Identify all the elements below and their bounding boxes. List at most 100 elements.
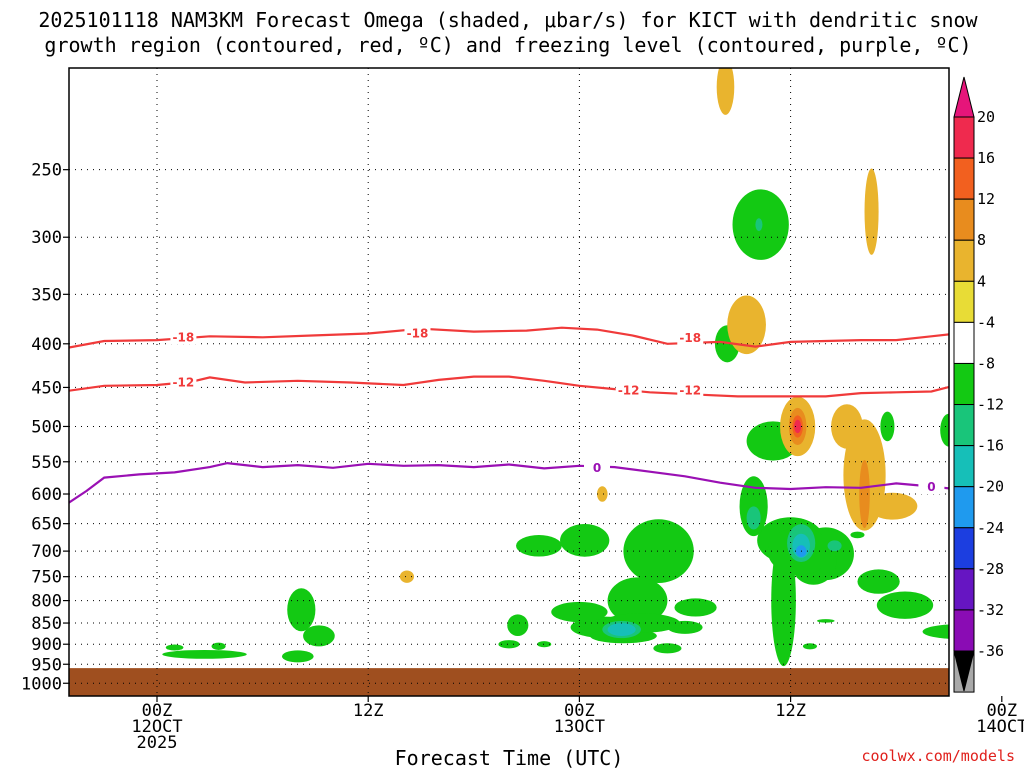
omega-cell bbox=[674, 598, 717, 617]
colorbar-swatch bbox=[953, 609, 975, 652]
colorbar-label: 4 bbox=[977, 272, 986, 290]
x-tick-label: 00Z bbox=[986, 701, 1017, 721]
colorbar-swatch bbox=[953, 116, 975, 159]
omega-cell bbox=[165, 644, 184, 651]
colorbar-label: -32 bbox=[977, 601, 1004, 619]
omega-cell bbox=[859, 459, 870, 529]
contour-label-bg bbox=[677, 382, 704, 398]
contour-label-bg bbox=[170, 374, 197, 390]
y-tick-label: 900 bbox=[31, 635, 62, 655]
colorbar-swatch bbox=[953, 404, 975, 447]
omega-cell bbox=[922, 624, 949, 639]
colorbar-swatch bbox=[953, 198, 975, 241]
omega-cell bbox=[281, 650, 314, 663]
colorbar-label: -4 bbox=[977, 313, 995, 331]
omega-cell bbox=[597, 486, 608, 502]
plot-frame bbox=[68, 67, 950, 697]
y-tick-label: 850 bbox=[31, 614, 62, 634]
omega-colorbar: 20 16 12 8 4 -4 -8 -12 -16 -20 -24 -28 -32 -36 bbox=[953, 76, 1004, 693]
omega-shading bbox=[162, 68, 1024, 667]
omega-cell bbox=[537, 641, 552, 648]
y-tick-label: 950 bbox=[31, 655, 62, 675]
y-tick-label: 400 bbox=[31, 335, 62, 355]
chart-title-line-2: growth region (contoured, red, ºC) and f… bbox=[44, 33, 971, 57]
colorbar-swatch bbox=[953, 445, 975, 488]
colorbar-label: 12 bbox=[977, 190, 995, 208]
omega-cell bbox=[739, 476, 768, 537]
contour-label: 0 bbox=[593, 461, 601, 475]
omega-cell bbox=[850, 531, 865, 539]
contour-label: -18 bbox=[679, 331, 701, 345]
omega-cell bbox=[755, 218, 763, 232]
omega-cell bbox=[399, 570, 414, 583]
omega-cell bbox=[162, 649, 247, 659]
colorbar-label: -28 bbox=[977, 560, 1004, 578]
colorbar-label: -8 bbox=[977, 354, 995, 372]
omega-cell bbox=[507, 614, 529, 637]
colorbar-swatch bbox=[953, 239, 975, 282]
contour-label-bg bbox=[584, 459, 610, 475]
contour-label-bg bbox=[677, 330, 704, 346]
omega-cell bbox=[979, 536, 990, 550]
colorbar-swatch bbox=[953, 362, 975, 406]
omega-cell bbox=[864, 168, 879, 255]
contour-line bbox=[69, 375, 949, 398]
x-tick-label: 12OCT bbox=[131, 717, 182, 737]
x-axis-label: Forecast Time (UTC) bbox=[395, 746, 624, 768]
x-tick-label: 2025 bbox=[137, 733, 178, 753]
colorbar-label: 20 bbox=[977, 108, 995, 126]
contour-label: 0 bbox=[927, 480, 935, 494]
colorbar-label: -36 bbox=[977, 642, 1004, 660]
colorbar-swatch bbox=[953, 321, 975, 364]
y-tick-label: 750 bbox=[31, 568, 62, 588]
colorbar-label: 16 bbox=[977, 149, 995, 167]
colorbar-label: -12 bbox=[977, 396, 1004, 414]
y-tick-label: 500 bbox=[31, 417, 62, 437]
colorbar-label: -20 bbox=[977, 478, 1004, 496]
omega-cell bbox=[746, 506, 761, 530]
x-tick-label: 00Z bbox=[564, 701, 595, 721]
contour-label-bg bbox=[404, 325, 431, 341]
y-tick-label: 350 bbox=[31, 285, 62, 305]
contour-label-bg bbox=[170, 329, 197, 345]
x-tick-label: 13OCT bbox=[554, 717, 605, 737]
omega-cell bbox=[876, 591, 934, 619]
contour-label: -12 bbox=[679, 384, 701, 398]
y-tick-label: 1000 bbox=[21, 674, 62, 694]
y-tick-label: 700 bbox=[31, 542, 62, 562]
contour-label-bg bbox=[615, 382, 642, 398]
x-tick-label: 12Z bbox=[353, 701, 384, 721]
omega-cell bbox=[607, 577, 668, 624]
colorbar-swatch bbox=[953, 157, 975, 200]
y-tick-label: 600 bbox=[31, 485, 62, 505]
omega-cell bbox=[607, 623, 636, 636]
omega-cell bbox=[727, 295, 766, 355]
omega-cell bbox=[868, 492, 918, 520]
ground-surface bbox=[69, 668, 949, 696]
y-tick-label: 800 bbox=[31, 592, 62, 612]
omega-cell bbox=[211, 642, 226, 650]
temperature-contours: -18 -18 -18 -12 -12 -12 0 0 bbox=[69, 325, 949, 504]
colorbar-swatch bbox=[953, 280, 975, 323]
omega-cell bbox=[880, 411, 895, 442]
omega-cell bbox=[287, 588, 316, 632]
y-tick-label: 450 bbox=[31, 378, 62, 398]
omega-cell bbox=[1011, 535, 1024, 577]
contour-label: -12 bbox=[618, 384, 640, 398]
y-tick-label: 550 bbox=[31, 453, 62, 473]
omega-cell bbox=[560, 524, 610, 557]
contour-line bbox=[69, 326, 949, 349]
omega-cell bbox=[498, 640, 520, 649]
colorbar-label: -24 bbox=[977, 519, 1004, 537]
colorbar-top-triangle bbox=[953, 76, 975, 118]
chart-title-line-1: 2025101118 NAM3KM Forecast Omega (shaded… bbox=[38, 8, 978, 32]
omega-cell bbox=[303, 625, 335, 647]
colorbar-label: 8 bbox=[977, 231, 986, 249]
colorbar-bottom-triangle bbox=[953, 650, 975, 692]
omega-cell bbox=[516, 535, 562, 557]
omega-cell bbox=[667, 620, 703, 634]
omega-cell bbox=[827, 540, 842, 552]
colorbar-swatch bbox=[953, 527, 975, 570]
omega-cell bbox=[623, 519, 694, 583]
